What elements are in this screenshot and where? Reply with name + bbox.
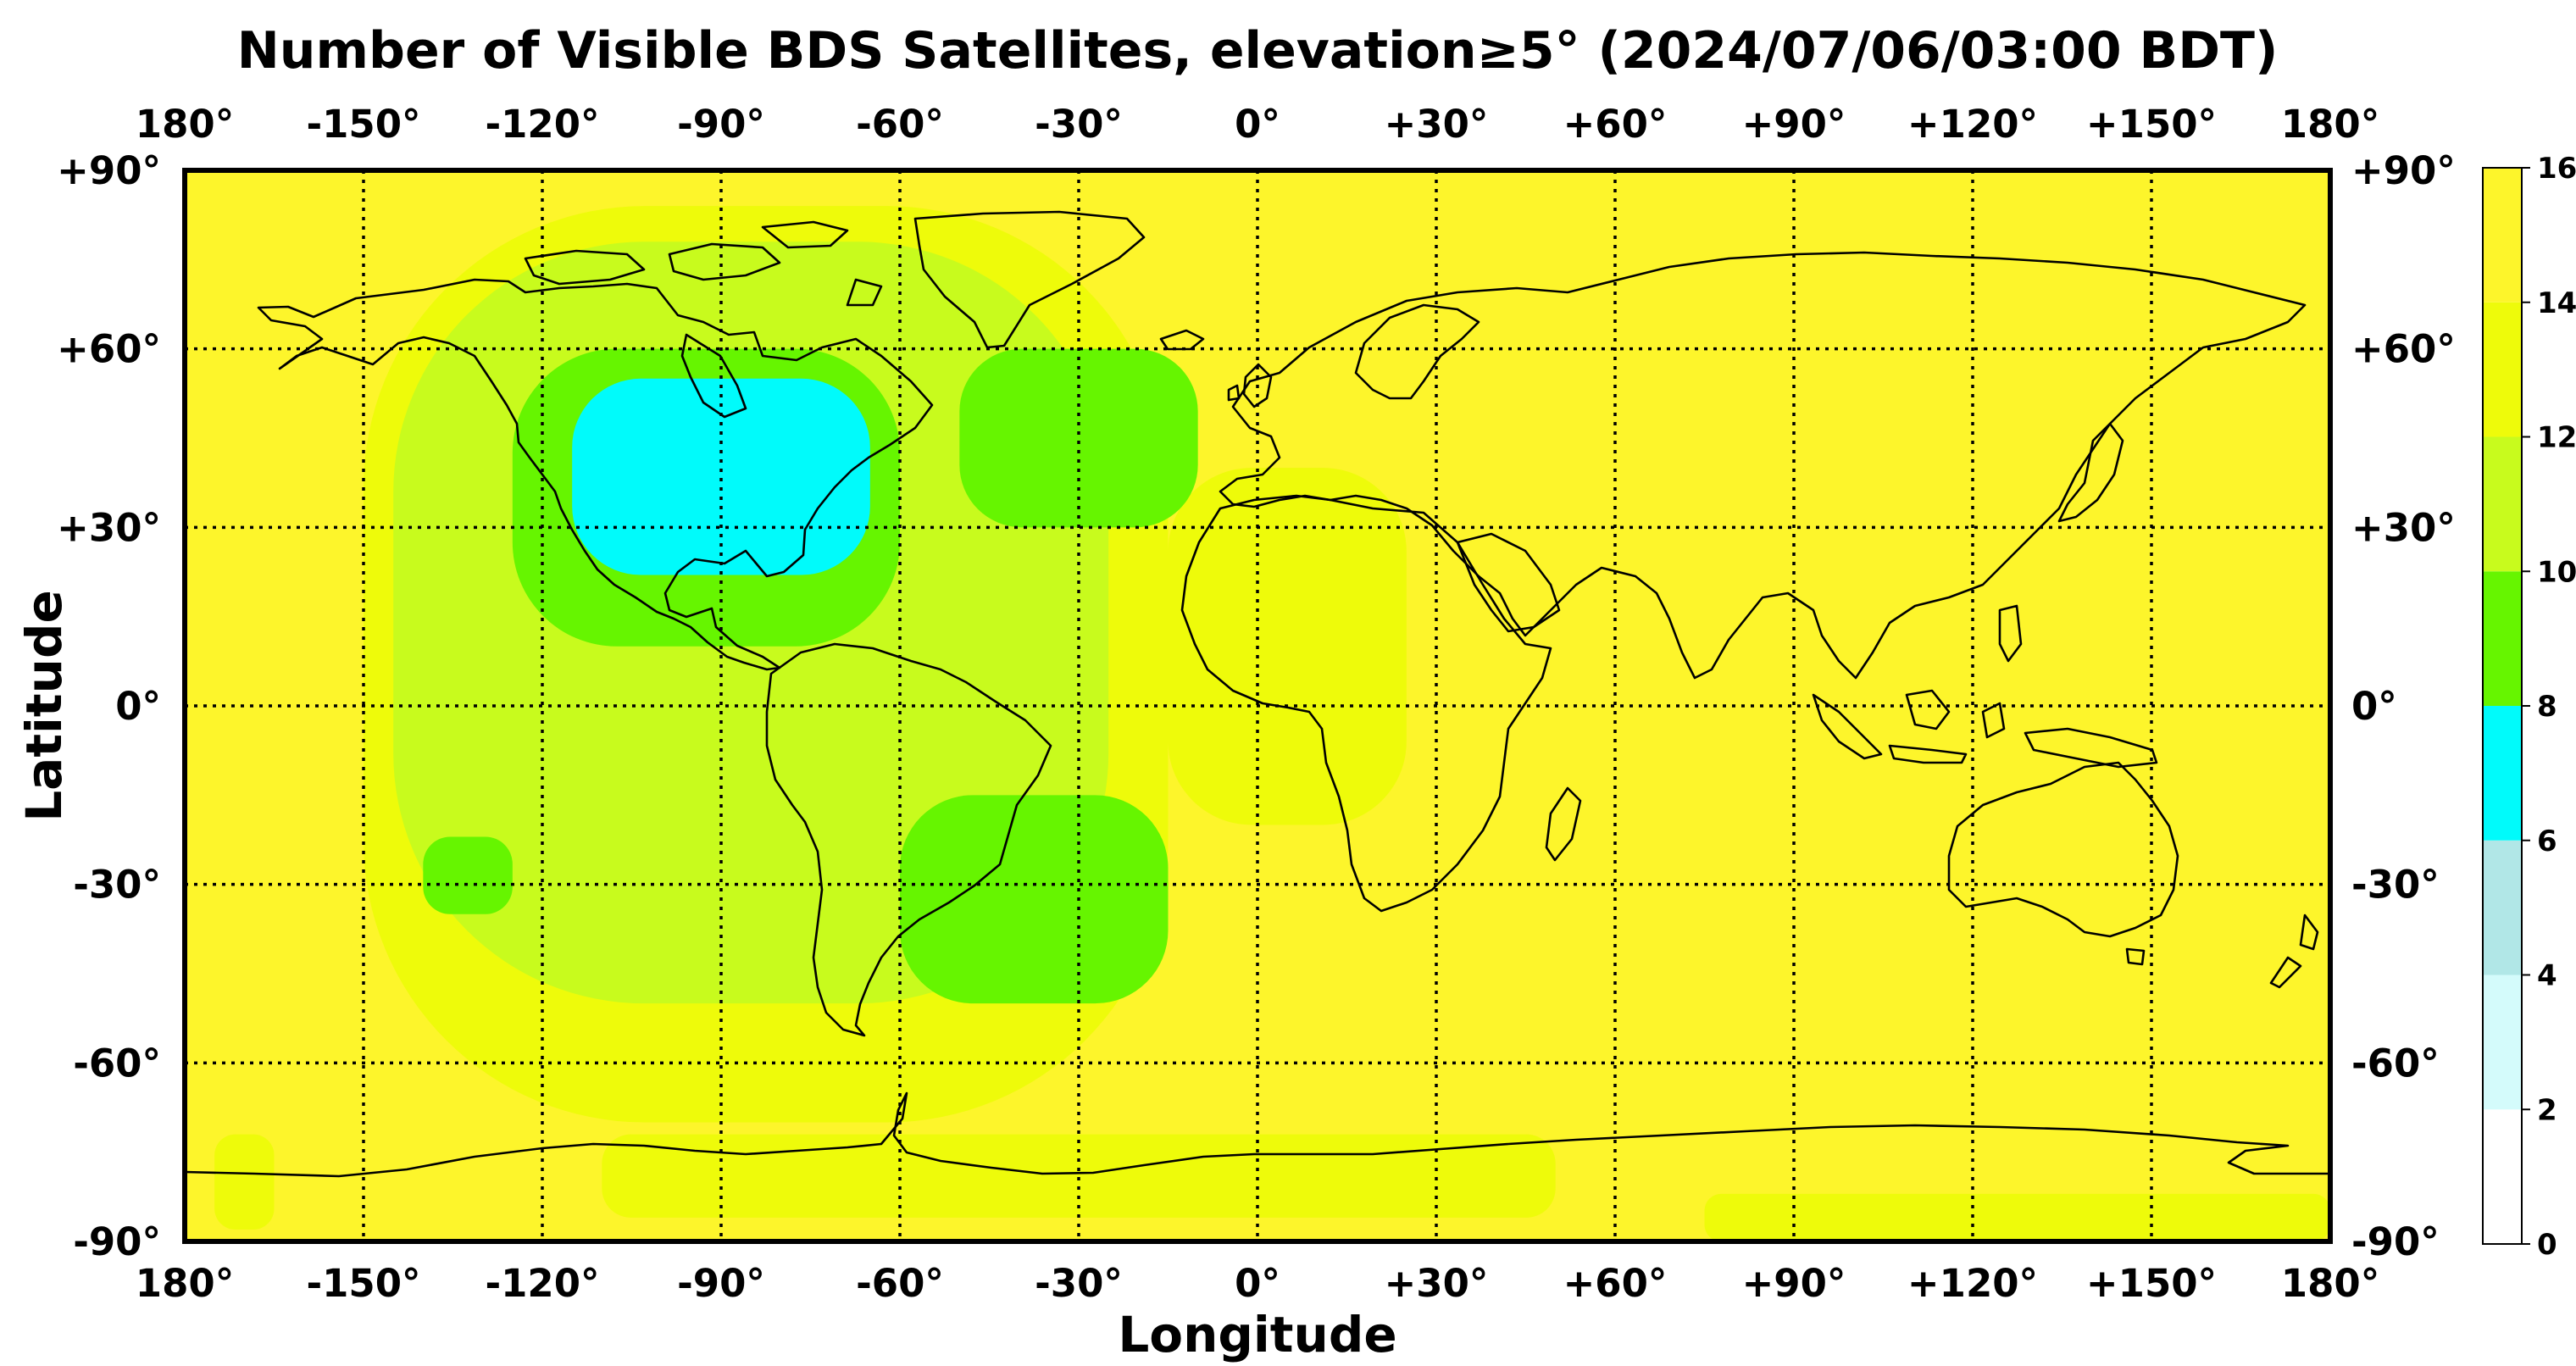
x-tick-label-bottom: +60° (1563, 1261, 1668, 1306)
colorbar-bin-6 (2483, 302, 2522, 437)
x-tick-label-top: +30° (1385, 102, 1489, 147)
coastline-southeast-asia-islands (1812, 604, 2158, 769)
y-axis-label: Latitude (15, 590, 73, 822)
y-tick-label-right: +60° (2351, 327, 2456, 372)
coastline-madagascar (1545, 786, 1582, 862)
x-axis-label: Longitude (1118, 1306, 1396, 1363)
coastline-australia (1947, 761, 2179, 966)
y-tick-label-left: -90° (73, 1219, 161, 1264)
colorbar-tick-label: 16 (2537, 152, 2576, 186)
y-tick-label-left: -60° (73, 1041, 161, 1086)
x-tick-label-bottom: +30° (1385, 1261, 1489, 1306)
x-tick-label-top: 180° (2281, 102, 2379, 147)
x-tick-label-bottom: -150° (306, 1261, 420, 1306)
colorbar-tick-label: 10 (2537, 555, 2576, 589)
x-tick-label-bottom: +120° (1907, 1261, 2038, 1306)
count-region-9 (423, 836, 513, 914)
y-tick-label-right: +90° (2351, 148, 2456, 193)
coastline-south-america (765, 642, 1052, 1037)
coastline-new-zealand (2269, 913, 2319, 989)
plot-frame (182, 168, 2333, 1244)
colorbar-bin-0 (2483, 1109, 2522, 1244)
count-region-10 (572, 378, 870, 575)
y-tick-labels-left: +90° +60° +30° 0° -30° -60° -90° (57, 148, 161, 1264)
gridlines (185, 170, 2330, 1241)
x-tick-label-top: 0° (1235, 102, 1280, 147)
x-tick-label-bottom: -30° (1035, 1261, 1123, 1306)
x-tick-label-top: +120° (1907, 102, 2038, 147)
y-tick-label-right: -60° (2351, 1041, 2440, 1086)
y-tick-label-right: 0° (2351, 684, 2397, 729)
count-region-1 (214, 1134, 275, 1230)
colorbar-tick-label: 12 (2537, 421, 2576, 455)
x-tick-label-top: 180° (136, 102, 234, 147)
coastline-north-america (257, 278, 934, 671)
count-region-3 (1704, 1193, 2330, 1241)
x-tick-label-top: -150° (306, 102, 420, 147)
x-tick-label-bottom: 180° (136, 1261, 234, 1306)
coastline-arabia (1456, 532, 1561, 633)
y-tick-label-left: 0° (115, 684, 161, 729)
y-tick-label-left: +60° (57, 327, 161, 372)
colorbar-bin-4 (2483, 571, 2522, 706)
coastline-scandinavia (1354, 303, 1480, 400)
x-tick-labels-top: 180° -150° -120° -90° -60° -30° 0° +30° +60° +90°… (136, 102, 2379, 147)
coastline-greenland (913, 210, 1146, 349)
y-tick-label-right: -30° (2351, 863, 2440, 908)
y-tick-labels-right: +90° +60° +30° 0° -30° -60° -90° (2351, 148, 2456, 1264)
count-region-7 (959, 348, 1198, 528)
x-tick-label-bottom: 180° (2281, 1261, 2379, 1306)
y-tick-label-left: -30° (73, 863, 161, 908)
x-tick-label-top: -60° (856, 102, 944, 147)
colorbar-tick-label: 2 (2537, 1093, 2557, 1127)
coastline-hudson-bay (680, 333, 747, 419)
colorbar-bin-5 (2483, 436, 2522, 572)
coastline-japan (2057, 422, 2124, 523)
colorbar-tick-label: 6 (2537, 825, 2557, 858)
coastline-iceland (1159, 329, 1205, 351)
x-tick-label-top: -30° (1035, 102, 1123, 147)
x-tick-label-bottom: 0° (1235, 1261, 1280, 1306)
colorbar-tick-label: 14 (2537, 286, 2576, 320)
x-tick-label-bottom: -90° (677, 1261, 765, 1306)
x-tick-label-bottom: +150° (2086, 1261, 2217, 1306)
x-tick-label-bottom: -60° (856, 1261, 944, 1306)
colorbar-bin-3 (2483, 706, 2522, 841)
count-region-4 (1168, 468, 1407, 825)
coastline-arctic-islands (524, 220, 883, 307)
plot-area (185, 170, 2330, 1241)
coastline-eurasia (1219, 251, 2307, 680)
x-tick-label-top: -120° (485, 102, 599, 147)
x-tick-label-bottom: -120° (485, 1261, 599, 1306)
colorbar-tick-label: 4 (2537, 959, 2557, 993)
chart-title: Number of Visible BDS Satellites, elevat… (237, 21, 2279, 81)
count-region-8 (900, 795, 1169, 1004)
x-tick-label-top: +150° (2086, 102, 2217, 147)
y-tick-label-right: +30° (2351, 505, 2456, 550)
x-tick-label-top: -90° (677, 102, 765, 147)
coastlines (185, 210, 2330, 1178)
y-tick-label-left: +30° (57, 505, 161, 550)
y-tick-label-left: +90° (57, 148, 161, 193)
x-tick-label-bottom: +90° (1742, 1261, 1846, 1306)
coastline-antarctica (185, 1091, 2330, 1178)
colorbar-bin-1 (2483, 975, 2522, 1110)
colorbar-tick-label: 8 (2537, 690, 2557, 724)
y-tick-label-right: -90° (2351, 1219, 2440, 1264)
colorbar-tick-label: 0 (2537, 1228, 2557, 1262)
coastline-british-isles (1227, 363, 1273, 408)
colorbar: 0 2 4 6 8 10 12 14 16 (2482, 152, 2576, 1262)
x-tick-label-top: +90° (1742, 102, 1846, 147)
x-tick-labels-bottom: 180° -150° -120° -90° -60° -30° 0° +30° +60° +90°… (136, 1261, 2379, 1306)
satellite-count-field (214, 206, 2330, 1241)
x-tick-label-top: +60° (1563, 102, 1668, 147)
colorbar-bin-2 (2483, 840, 2522, 975)
colorbar-bin-7 (2483, 168, 2522, 303)
